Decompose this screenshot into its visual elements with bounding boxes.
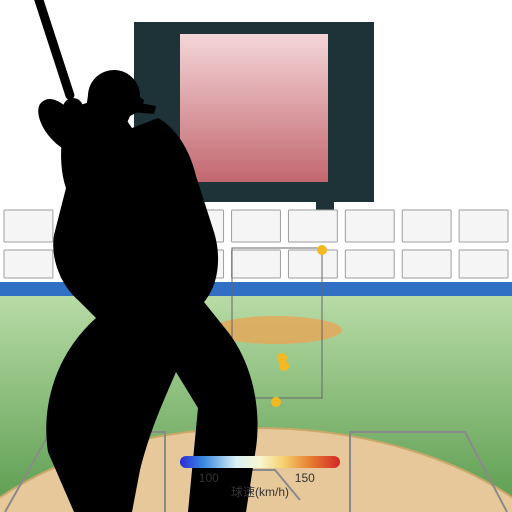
stand-section xyxy=(4,250,53,278)
legend-tick: 100 xyxy=(199,471,219,485)
chart-svg: 100 150 球速(km/h) xyxy=(0,0,512,512)
stand-section xyxy=(232,210,281,242)
legend-tick: 150 xyxy=(295,471,315,485)
stand-section xyxy=(402,210,451,242)
legend-gradient-bar xyxy=(180,456,340,468)
stand-section xyxy=(402,250,451,278)
stand-section xyxy=(459,210,508,242)
pitch-location-chart: 100 150 球速(km/h) xyxy=(0,0,512,512)
stand-section xyxy=(345,250,394,278)
stand-section xyxy=(345,210,394,242)
stand-section xyxy=(4,210,53,242)
legend-label: 球速(km/h) xyxy=(231,485,289,499)
stand-section xyxy=(288,250,337,278)
stand-section xyxy=(459,250,508,278)
scoreboard-screen xyxy=(180,34,328,182)
pitch-marker xyxy=(317,245,327,255)
pitch-marker xyxy=(271,397,281,407)
stand-section xyxy=(232,250,281,278)
pitch-marker xyxy=(279,361,289,371)
stand-section xyxy=(288,210,337,242)
